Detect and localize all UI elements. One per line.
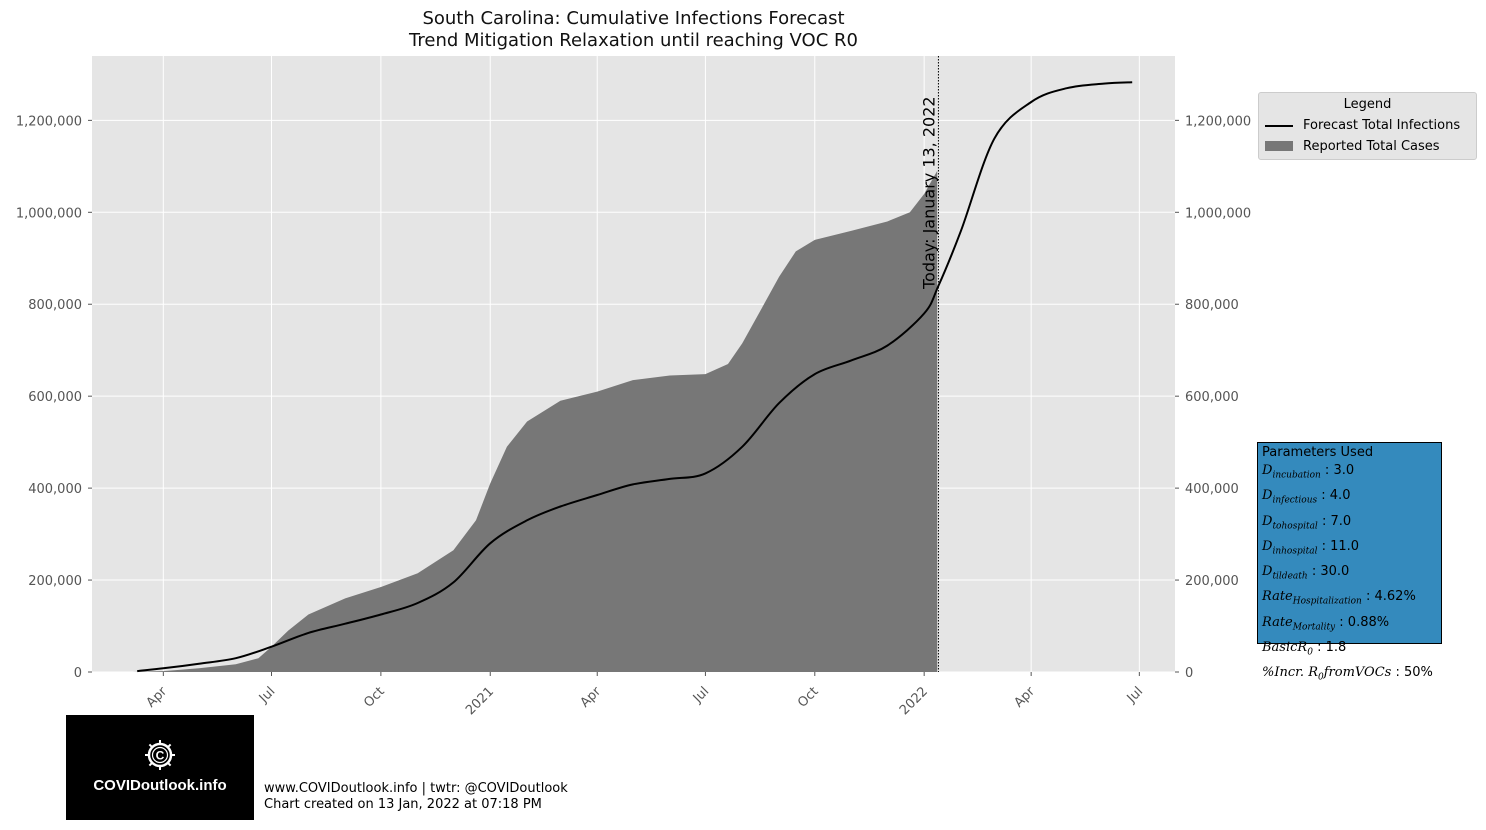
y-tick-label-right: 0 — [1185, 666, 1193, 681]
y-tick-label-right: 200,000 — [1185, 574, 1239, 589]
legend-patch-swatch — [1265, 141, 1293, 151]
y-tick-label-right: 1,200,000 — [1185, 114, 1251, 129]
y-tick-label-right: 400,000 — [1185, 482, 1239, 497]
parameter-subscript: 0 — [1317, 672, 1324, 683]
parameter-suffix: fromVOCs — [1323, 665, 1392, 681]
x-tick-label: 2022 — [897, 684, 931, 718]
parameter-row: Dtohospital : 7.0 — [1262, 512, 1437, 537]
parameter-row: RateHospitalization : 4.62% — [1262, 587, 1437, 612]
parameter-subscript: tildeath — [1272, 571, 1308, 582]
parameter-subscript: 0 — [1307, 647, 1313, 658]
y-tick-label-left: 1,000,000 — [16, 206, 82, 221]
series-layer — [132, 81, 1133, 673]
parameter-subscript: infectious — [1272, 495, 1318, 506]
chart-title: South Carolina: Cumulative Infections Fo… — [422, 8, 845, 29]
parameter-symbol: Rate — [1262, 614, 1293, 630]
parameter-symbol: BasicR — [1262, 640, 1308, 656]
legend-label-forecast: Forecast Total Infections — [1303, 118, 1461, 133]
parameter-value: : 4.62% — [1361, 589, 1416, 605]
x-tick-label: Oct — [361, 684, 388, 711]
parameter-symbol: %Incr. R — [1262, 665, 1318, 681]
chart-subtitle: Trend Mitigation Relaxation until reachi… — [409, 30, 858, 51]
parameter-row: Dinfectious : 4.0 — [1262, 486, 1437, 511]
parameter-subscript: Hospitalization — [1292, 597, 1362, 608]
parameter-row: BasicR0 : 1.8 — [1262, 638, 1437, 663]
parameter-value: : 7.0 — [1317, 513, 1352, 529]
parameter-value: : 11.0 — [1317, 538, 1360, 554]
y-tick-label-left: 800,000 — [28, 298, 82, 313]
y-tick-label-right: 600,000 — [1185, 390, 1239, 405]
today-marker: Today: January 13, 2022 — [919, 56, 939, 672]
legend: Legend Forecast Total Infections Reporte… — [1258, 92, 1477, 160]
y-tick-label-left: 0 — [74, 666, 82, 681]
footer-credits: www.COVIDoutlook.info | twtr: @COVIDoutl… — [264, 781, 568, 796]
parameter-subscript: Mortality — [1292, 622, 1336, 633]
parameter-row: %Incr. R0fromVOCs : 50% — [1262, 663, 1437, 688]
parameter-symbol: D — [1262, 513, 1273, 529]
parameter-symbol: D — [1262, 488, 1273, 504]
parameter-subscript: incubation — [1272, 470, 1321, 481]
parameter-symbol: Rate — [1262, 589, 1293, 605]
parameter-symbol: D — [1262, 538, 1273, 554]
y-tick-label-left: 200,000 — [28, 574, 82, 589]
parameter-row: Dtildeath : 30.0 — [1262, 562, 1437, 587]
x-tick-label: Jul — [1124, 684, 1146, 706]
today-label: Today: January 13, 2022 — [919, 96, 938, 290]
y-tick-label-left: 600,000 — [28, 390, 82, 405]
svg-text:C: C — [156, 749, 165, 763]
legend-title: Legend — [1343, 97, 1392, 112]
parameter-value: : 0.88% — [1335, 614, 1390, 630]
parameter-subscript: tohospital — [1272, 521, 1318, 532]
legend-label-reported: Reported Total Cases — [1303, 139, 1440, 154]
y-tick-label-right: 1,000,000 — [1185, 206, 1251, 221]
parameter-value: : 4.0 — [1317, 488, 1351, 504]
x-tick-label: Jul — [690, 684, 712, 706]
parameter-value: : 30.0 — [1307, 564, 1350, 580]
parameters-list: Dincubation : 3.0 Dinfectious : 4.0 Dtohos… — [1262, 461, 1437, 689]
reported-cases-area — [132, 170, 938, 672]
footer: www.COVIDoutlook.info | twtr: @COVIDoutl… — [264, 781, 568, 813]
forecast-infections-line — [137, 81, 1133, 673]
parameter-row: Dinhospital : 11.0 — [1262, 537, 1437, 562]
parameter-row: RateMortality : 0.88% — [1262, 613, 1437, 638]
legend-line-swatch — [1265, 125, 1293, 127]
x-tick-label: Jul — [256, 684, 278, 706]
parameters-title: Parameters Used — [1262, 445, 1374, 460]
parameter-symbol: D — [1262, 463, 1273, 478]
y-tick-label-left: 1,200,000 — [16, 114, 82, 129]
footer-created: Chart created on 13 Jan, 2022 at 07:18 P… — [264, 797, 542, 812]
parameter-subscript: inhospital — [1272, 546, 1318, 557]
y-tick-label-right: 800,000 — [1185, 298, 1239, 313]
parameter-value: : 1.8 — [1312, 640, 1347, 656]
logo-text: COVIDoutlook.info — [93, 777, 227, 794]
parameter-value: : 50% — [1391, 665, 1433, 681]
parameters-box: Parameters Used Dincubation : 3.0 Dinfect… — [1257, 442, 1442, 683]
x-tick-label: Apr — [1011, 684, 1038, 711]
covid-virus-icon: C — [145, 740, 175, 770]
x-tick-label: Apr — [144, 684, 171, 711]
covidoutlook-logo: C COVIDoutlook.info — [66, 715, 254, 820]
x-tick-label: Oct — [795, 684, 822, 711]
parameter-symbol: D — [1262, 564, 1273, 580]
parameter-row: Dincubation : 3.0 — [1262, 461, 1437, 486]
parameter-value: : 3.0 — [1320, 463, 1355, 478]
y-tick-label-left: 400,000 — [28, 482, 82, 497]
x-tick-label: Apr — [578, 684, 605, 711]
x-tick-label: 2021 — [463, 684, 497, 718]
